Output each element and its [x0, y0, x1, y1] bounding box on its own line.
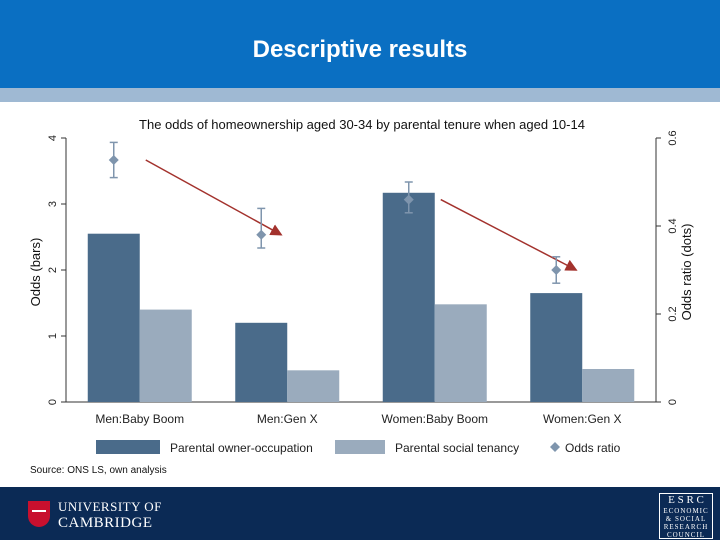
bar-social-tenancy	[434, 304, 487, 402]
bar-social-tenancy	[139, 309, 192, 402]
chart-odds-ratio-series	[108, 141, 578, 284]
y2-tick-label: 0	[667, 399, 679, 405]
y-axis-label: Odds (bars)	[28, 238, 43, 307]
footer-bar	[0, 487, 720, 540]
y-tick-label: 1	[47, 333, 59, 339]
odds-ratio-point	[108, 155, 119, 165]
y-tick-label: 3	[47, 201, 59, 207]
odds-ratio-arrow	[440, 198, 578, 271]
slide-title: Descriptive results	[252, 36, 468, 63]
y-tick-label: 2	[47, 267, 59, 273]
y2-axis-label: Odds ratio (dots)	[679, 224, 694, 321]
esrc-line3: RESEARCH	[663, 523, 709, 531]
x-tick-labels: Men:Baby Boom Men:Gen X Women:Baby Boom Wom…	[95, 412, 621, 426]
chart-source: Source: ONS LS, own analysis	[30, 465, 167, 476]
esrc-line4: COUNCIL	[666, 531, 706, 539]
legend-odds-ratio-label: Odds ratio	[565, 441, 621, 455]
title-bar	[0, 0, 720, 88]
bar-social-tenancy	[287, 370, 340, 402]
esrc-line2: & SOCIAL	[665, 515, 707, 523]
y2-tick-label: 0.4	[667, 218, 679, 233]
university-line2: CAMBRIDGE	[58, 515, 153, 531]
legend-odds-ratio-swatch	[550, 442, 560, 452]
x-tick-label: Women:Baby Boom	[382, 412, 489, 426]
esrc-abbr: E S R C	[668, 494, 704, 506]
esrc-logo: E S R C ECONOMIC & SOCIAL RESEARCH COUNC…	[659, 493, 713, 539]
y-tick-label: 0	[47, 399, 59, 405]
x-tick-label: Men:Gen X	[257, 412, 318, 426]
bar-owner-occupation	[87, 233, 140, 402]
university-name: UNIVERSITY OF CAMBRIDGE	[58, 499, 162, 531]
chart-title: The odds of homeownership aged 30-34 by …	[139, 117, 585, 132]
chart: The odds of homeownership aged 30-34 by …	[28, 117, 694, 476]
chart-legend: Parental owner-occupation Parental social…	[96, 440, 621, 455]
odds-ratio-point	[551, 265, 562, 275]
odds-ratio-point	[403, 194, 414, 205]
y-tick-label: 4	[47, 135, 59, 141]
university-line1: UNIVERSITY OF	[58, 499, 162, 514]
y2-tick-label: 0.2	[667, 306, 679, 321]
bar-owner-occupation	[382, 192, 435, 402]
title-bar-strip	[0, 88, 720, 102]
cambridge-crest-icon	[28, 501, 50, 527]
y2-tick-label: 0.6	[667, 130, 679, 145]
esrc-line1: ECONOMIC	[663, 507, 709, 515]
x-tick-label: Men:Baby Boom	[95, 412, 184, 426]
legend-social-tenancy-label: Parental social tenancy	[395, 441, 519, 455]
bar-social-tenancy	[582, 369, 635, 402]
bar-owner-occupation	[530, 293, 583, 402]
x-tick-label: Women:Gen X	[543, 412, 621, 426]
chart-bars	[87, 192, 635, 402]
odds-ratio-arrow	[145, 159, 283, 236]
legend-social-tenancy-swatch	[335, 440, 385, 454]
odds-ratio-point	[256, 229, 267, 240]
bar-owner-occupation	[235, 322, 288, 402]
legend-owner-occupation-swatch	[96, 440, 160, 454]
legend-owner-occupation-label: Parental owner-occupation	[170, 441, 313, 455]
